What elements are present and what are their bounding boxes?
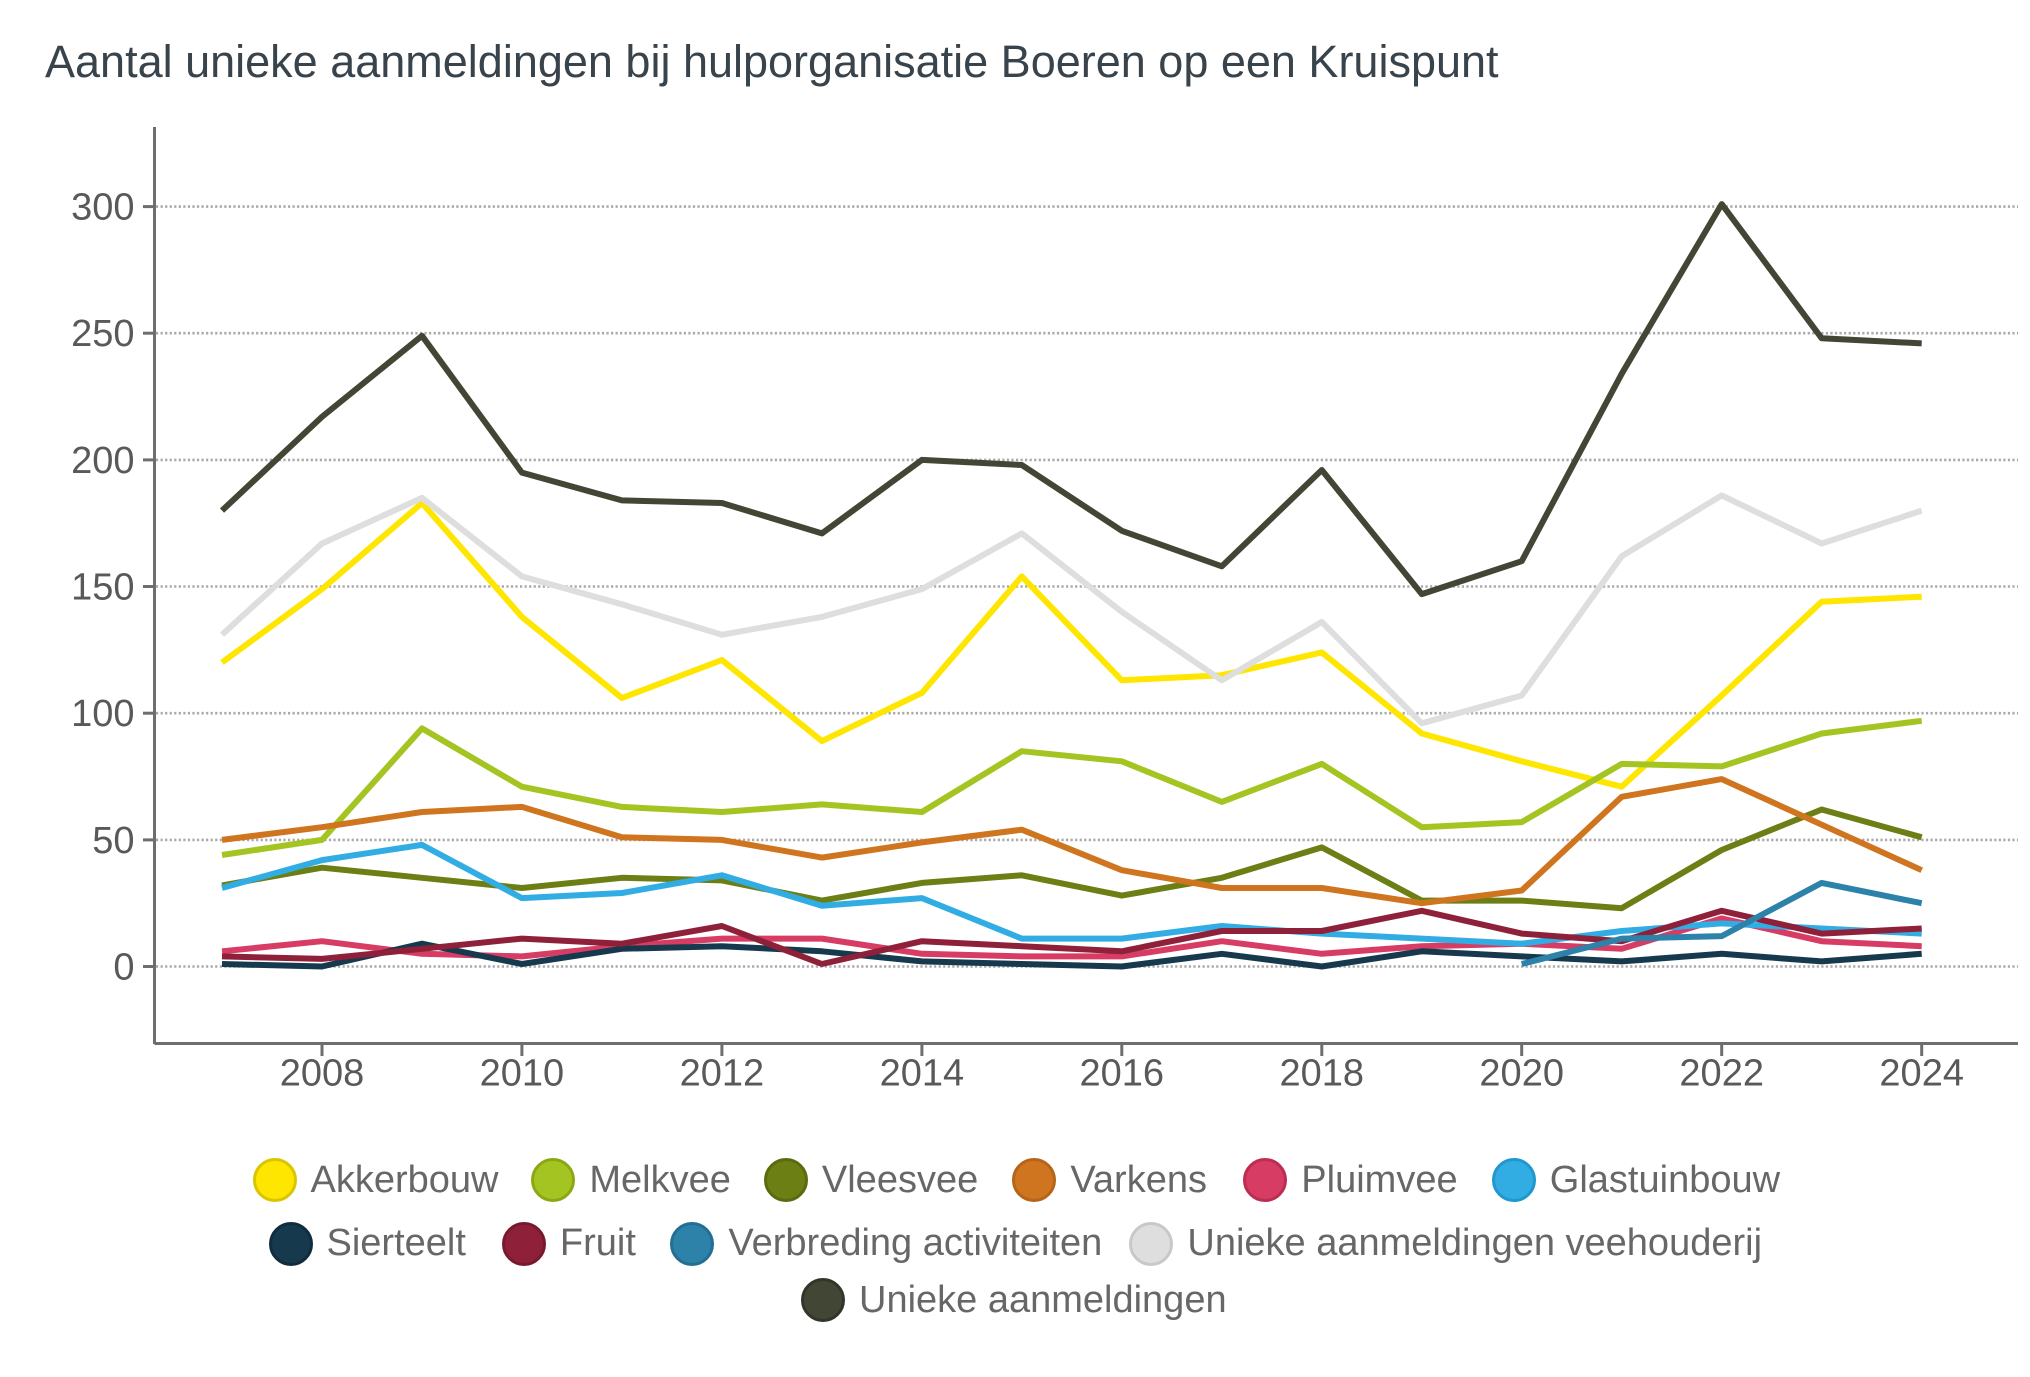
svg-text:150: 150 [71, 567, 134, 609]
svg-text:2016: 2016 [1080, 1053, 1165, 1095]
svg-text:200: 200 [71, 440, 134, 482]
svg-text:50: 50 [92, 820, 134, 862]
svg-text:2022: 2022 [1679, 1053, 1764, 1095]
svg-text:300: 300 [71, 187, 134, 229]
svg-text:2020: 2020 [1479, 1053, 1564, 1095]
svg-text:250: 250 [71, 313, 134, 355]
svg-text:2018: 2018 [1280, 1053, 1365, 1095]
svg-text:2024: 2024 [1879, 1053, 1964, 1095]
svg-text:2014: 2014 [880, 1053, 965, 1095]
svg-text:2012: 2012 [680, 1053, 765, 1095]
svg-text:2010: 2010 [480, 1053, 565, 1095]
svg-text:2008: 2008 [280, 1053, 365, 1095]
svg-text:0: 0 [113, 947, 134, 989]
svg-text:100: 100 [71, 693, 134, 735]
